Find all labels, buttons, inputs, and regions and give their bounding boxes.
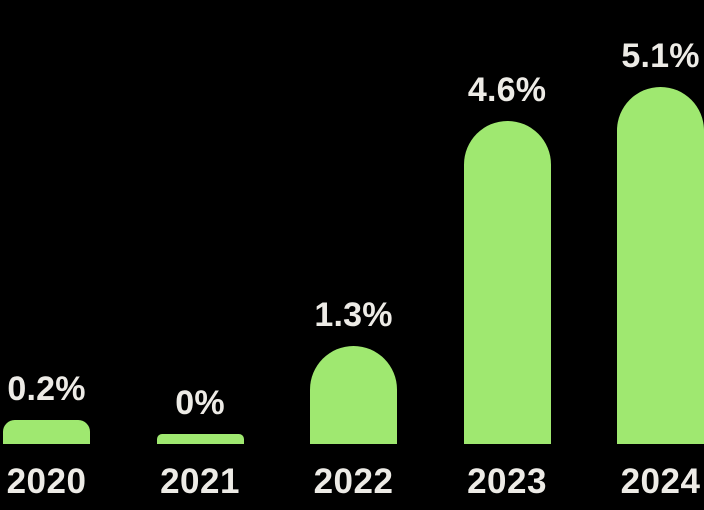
bar-chart: 0.2% 2020 0% 2021 1.3% 2022 4.6% 2023 5.…: [3, 0, 704, 510]
value-label-2023: 4.6%: [467, 71, 547, 110]
x-axis-label-2022: 2022: [313, 462, 394, 501]
x-axis-label-2020: 2020: [6, 462, 87, 501]
bar-2024: [617, 87, 704, 444]
bar-group-2022: 1.3% 2022: [310, 0, 397, 510]
bar-2022: [310, 345, 397, 444]
bar-2021: [156, 434, 244, 444]
bar-group-2023: 4.6% 2023: [463, 0, 551, 510]
bar-group-2024: 5.1% 2024: [617, 0, 704, 510]
x-axis-label-2024: 2024: [620, 462, 701, 501]
value-label-2021: 0%: [175, 384, 225, 422]
value-label-2024: 5.1%: [621, 37, 700, 76]
x-axis-label-2021: 2021: [160, 462, 240, 501]
bar-2023: [463, 121, 551, 444]
value-label-2020: 0.2%: [7, 370, 86, 409]
bar-group-2021: 0% 2021: [156, 0, 244, 510]
value-label-2022: 1.3%: [314, 295, 393, 334]
x-axis-label-2023: 2023: [467, 462, 547, 501]
bar-2020: [3, 420, 90, 444]
bar-group-2020: 0.2% 2020: [3, 0, 90, 510]
